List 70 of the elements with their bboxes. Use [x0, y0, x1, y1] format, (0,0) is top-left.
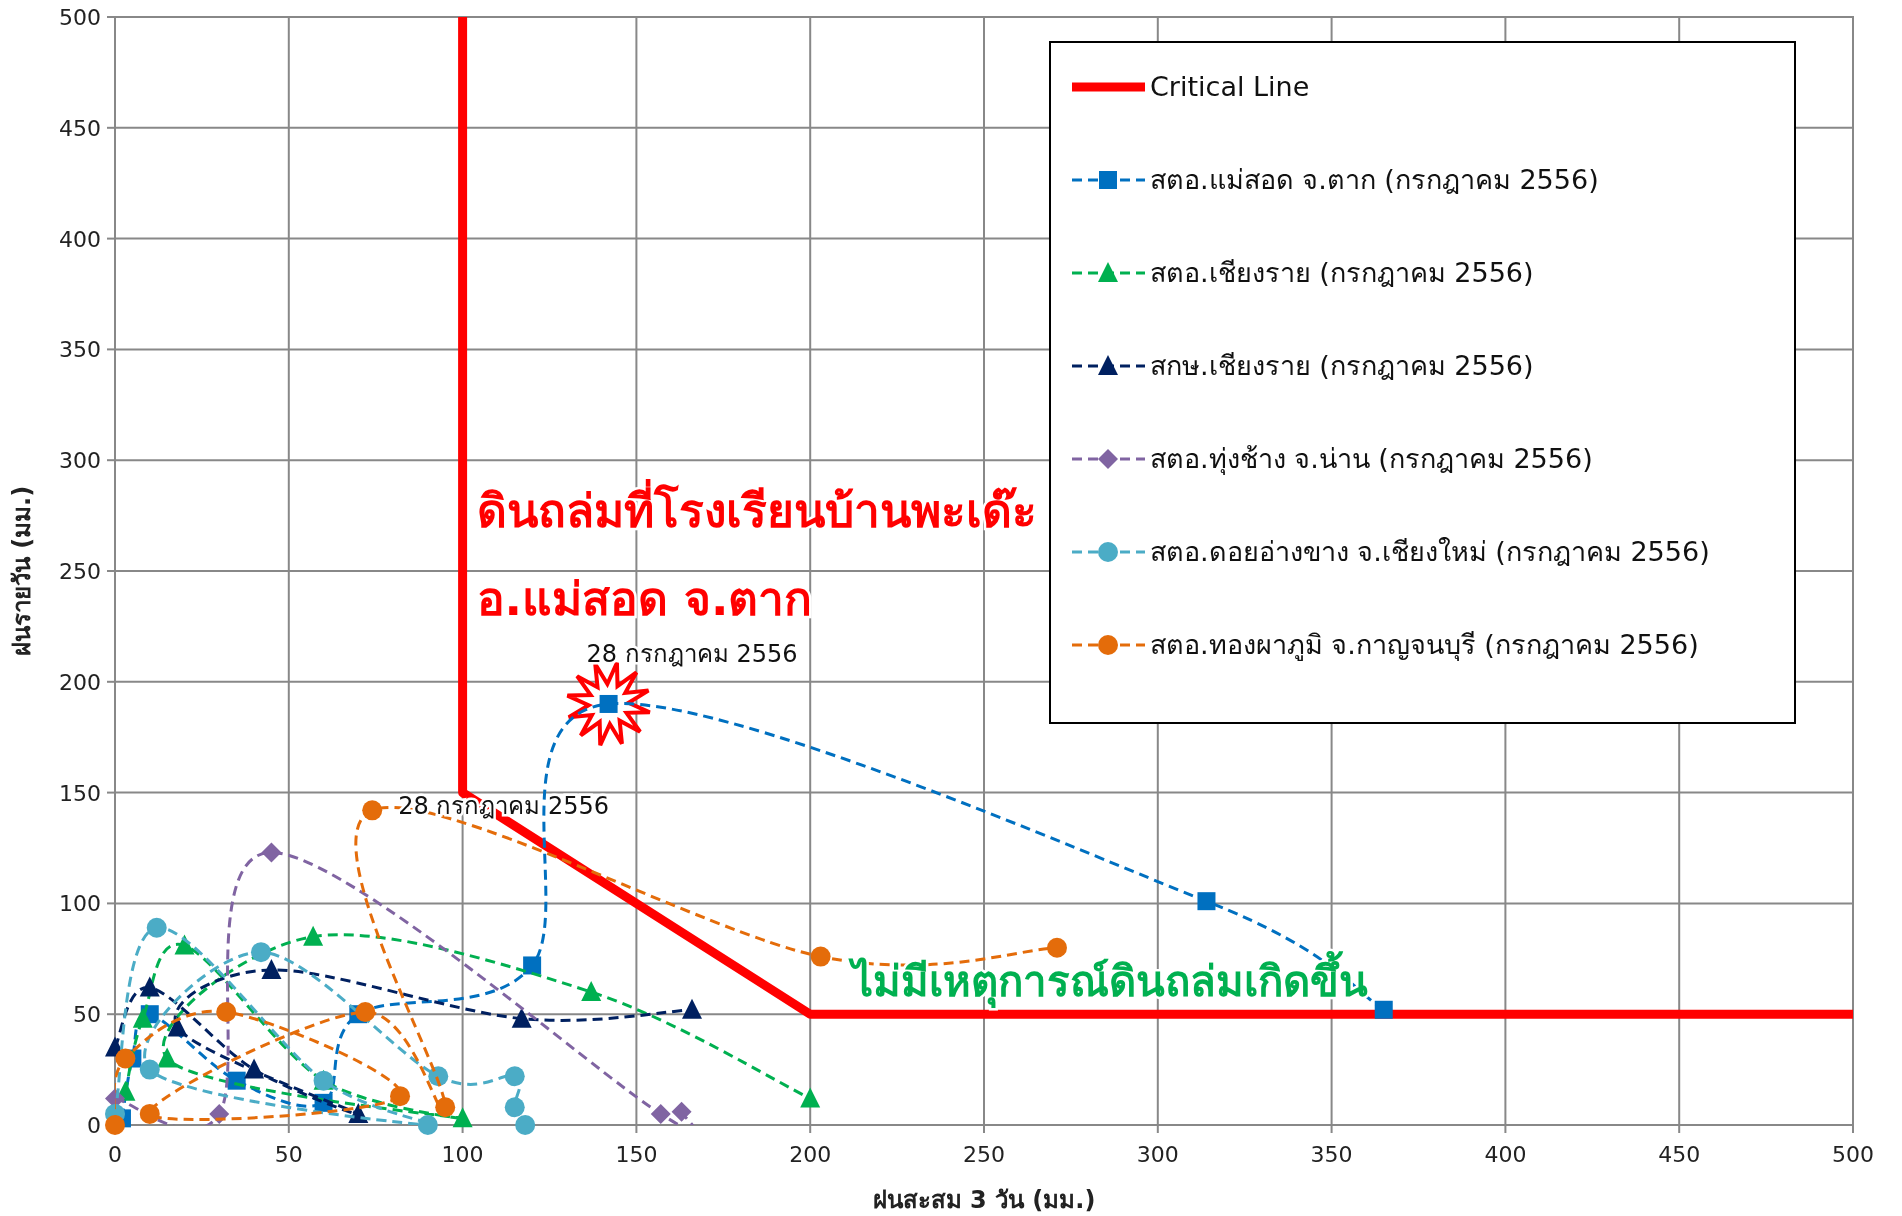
point	[452, 1107, 473, 1128]
point	[650, 1103, 671, 1124]
y-tick-label: 250	[59, 559, 101, 584]
y-tick-label: 300	[59, 448, 101, 474]
x-tick-label: 150	[615, 1142, 658, 1167]
point	[671, 1101, 692, 1122]
point	[581, 981, 602, 1002]
point	[390, 1086, 411, 1107]
point	[599, 694, 618, 713]
point	[1374, 1000, 1393, 1019]
point	[435, 1097, 456, 1118]
point	[261, 842, 282, 863]
point	[504, 1066, 525, 1087]
y-tick-label: 150	[59, 780, 101, 806]
x-tick-label: 250	[963, 1142, 1005, 1167]
point	[800, 1087, 821, 1108]
x-tick-label: 50	[274, 1142, 303, 1167]
point	[504, 1097, 525, 1118]
x-tick-label: 0	[108, 1142, 122, 1167]
annotation: 28 กรกฎาคม 2556	[586, 639, 798, 668]
point	[146, 917, 167, 938]
legend-label: สตอ.ดอยอ่างขาง จ.เชียงใหม่ (กรกฎาคม 2556)	[1150, 536, 1710, 567]
point	[523, 956, 542, 975]
x-tick-label: 200	[789, 1142, 832, 1167]
legend-label: สตอ.เชียงราย (กรกฎาคม 2556)	[1150, 257, 1534, 288]
point	[115, 1048, 136, 1069]
point	[682, 998, 703, 1019]
annotation: ดินถล่มที่โรงเรียนบ้านพะเด๊ะ	[476, 478, 1037, 538]
y-tick-label: 350	[59, 337, 101, 363]
point	[1197, 892, 1216, 911]
point	[216, 1001, 237, 1022]
point	[105, 1115, 125, 1135]
y-tick-label: 100	[59, 891, 101, 917]
x-tick-label: 500	[1832, 1142, 1874, 1167]
point	[167, 1016, 188, 1037]
y-tick-label: 0	[87, 1113, 101, 1138]
point	[355, 1001, 376, 1022]
x-tick-label: 100	[441, 1142, 484, 1167]
y-tick-label: 200	[59, 669, 101, 695]
x-tick-label: 300	[1136, 1142, 1179, 1167]
point	[157, 1047, 178, 1068]
y-axis-title: ฝนรายวัน (มม.)	[8, 485, 36, 657]
point	[139, 1103, 160, 1124]
point	[244, 1058, 265, 1079]
y-tick-label: 50	[73, 1002, 101, 1028]
legend-label: สกษ.เชียงราย (กรกฎาคม 2556)	[1150, 350, 1534, 381]
point	[362, 800, 383, 821]
legend-label: สตอ.แม่สอด จ.ตาก (กรกฎาคม 2556)	[1150, 164, 1599, 195]
annotation: ไม่มีเหตุการณ์ดินถล่มเกิดขึ้น	[847, 950, 1368, 1009]
y-tick-label: 500	[59, 5, 101, 30]
point	[303, 925, 324, 946]
point	[511, 1007, 532, 1028]
x-tick-label: 450	[1658, 1142, 1701, 1167]
legend-label: สตอ.ทุ่งช้าง จ.น่าน (กรกฎาคม 2556)	[1150, 443, 1593, 476]
point	[139, 976, 160, 997]
point	[139, 1059, 160, 1080]
x-tick-label: 350	[1310, 1142, 1353, 1167]
x-tick-label: 400	[1484, 1142, 1527, 1167]
annotation: อ.แม่สอด จ.ตาก	[476, 572, 813, 627]
point	[250, 942, 271, 963]
point	[417, 1115, 438, 1135]
point	[132, 1007, 153, 1028]
point	[515, 1115, 536, 1135]
point	[810, 946, 831, 967]
y-tick-label: 400	[59, 226, 101, 252]
point	[261, 958, 282, 979]
y-tick-label: 450	[59, 115, 101, 141]
x-axis-title: ฝนสะสม 3 วัน (มม.)	[872, 1186, 1096, 1214]
legend-label: Critical Line	[1150, 71, 1310, 102]
legend-label: สตอ.ทองผาภูมิ จ.กาญจนบุรี (กรกฎาคม 2556)	[1150, 629, 1699, 662]
